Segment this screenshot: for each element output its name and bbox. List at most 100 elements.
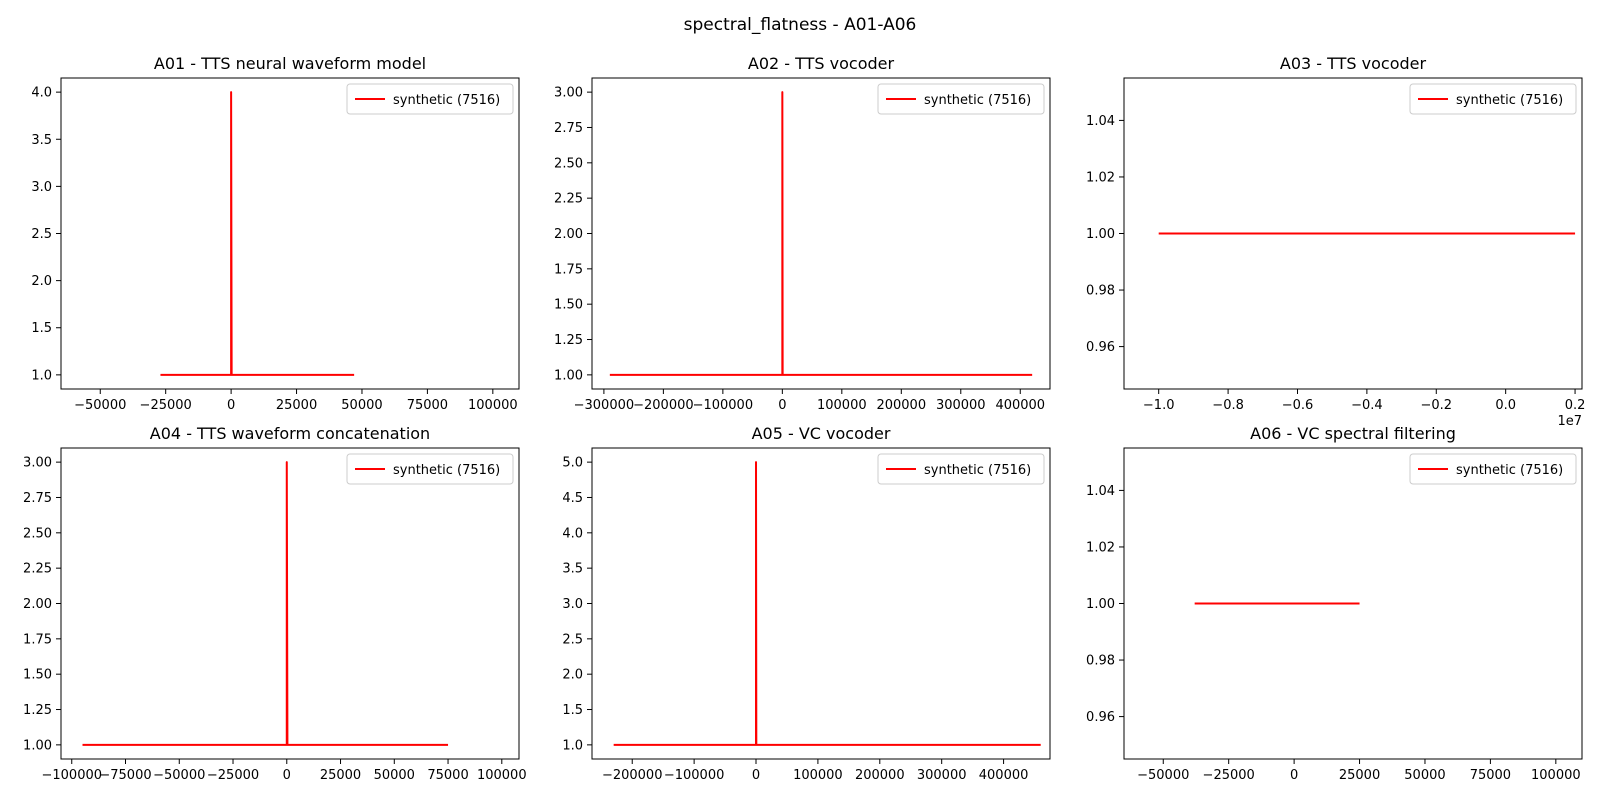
y-tick-label: 2.5 xyxy=(31,227,52,242)
x-tick-label: −1.0 xyxy=(1143,398,1175,413)
y-tick-label: 2.00 xyxy=(554,227,583,242)
x-tick-label: 200000 xyxy=(876,398,926,413)
legend-frame xyxy=(346,83,514,115)
subplot-4: A04 - TTS waveform concatenation−100000−… xyxy=(23,424,527,783)
y-tick-label: 2.5 xyxy=(562,632,583,647)
subplot-grid: A01 - TTS neural waveform model−50000 −25… xyxy=(23,54,1585,783)
y-tick-label: 3.0 xyxy=(562,597,583,612)
legend: synthetic (7516) xyxy=(877,453,1045,485)
subplot-title: A03 - TTS vocoder xyxy=(1280,54,1427,73)
y-tick-label: 0.96 xyxy=(1086,340,1115,355)
y-tick-label: 1.50 xyxy=(23,668,52,683)
x-tick-label: 200000 xyxy=(855,768,905,783)
y-tick-label: 2.75 xyxy=(554,121,583,136)
x-offset-label: 1e7 xyxy=(1557,414,1582,429)
series-line xyxy=(160,91,355,376)
legend: synthetic (7516) xyxy=(346,453,514,485)
y-tick-label: 0.96 xyxy=(1086,710,1115,725)
x-tick-label: −25000 xyxy=(140,398,192,413)
x-tick-label: 300000 xyxy=(936,398,986,413)
x-tick-label: −25000 xyxy=(1203,768,1255,783)
y-tick-label: 5.0 xyxy=(562,456,583,471)
subplot-1: A01 - TTS neural waveform model −50000 −25… xyxy=(31,54,520,413)
x-tick-label: 100000 xyxy=(793,768,843,783)
x-tick-label: 25000 xyxy=(320,768,361,783)
legend: synthetic (7516) xyxy=(1409,83,1577,115)
x-tick-label: −50000 xyxy=(74,398,126,413)
y-tick-label: 2.50 xyxy=(23,526,52,541)
x-tick-label: −50000 xyxy=(153,768,205,783)
x-tick-label: 300000 xyxy=(917,768,967,783)
x-tick-label: 25000 xyxy=(1339,768,1380,783)
x-tick-label: 75000 xyxy=(1470,768,1511,783)
y-tick-label: 3.5 xyxy=(562,562,583,577)
x-tick-label: −50000 xyxy=(1137,768,1189,783)
y-tick-label: 1.25 xyxy=(554,333,583,348)
x-tick-label: −25000 xyxy=(207,768,259,783)
y-tick-label: 1.04 xyxy=(1086,484,1115,499)
axes-frame xyxy=(60,77,520,390)
y-tick-label: 2.25 xyxy=(554,192,583,207)
x-tick-label: −0.2 xyxy=(1420,398,1452,413)
x-tick-label: 100000 xyxy=(477,768,527,783)
subplot-title: A05 - VC vocoder xyxy=(752,424,891,443)
x-tick-label: 400000 xyxy=(995,398,1045,413)
axes-frame xyxy=(1123,447,1583,760)
x-tick-label: 0 xyxy=(283,768,291,783)
legend-entry: synthetic (7516) xyxy=(924,463,1031,478)
x-tick-label: 400000 xyxy=(979,768,1029,783)
subplot-3: A03 - TTS vocoder −1.0 −0.8 −0.6 −0.4 −0.2 0.0… xyxy=(1086,54,1585,429)
axes-frame xyxy=(591,447,1051,760)
subplot-title: A04 - TTS waveform concatenation xyxy=(150,424,430,443)
y-tick-label: 1.75 xyxy=(554,262,583,277)
legend-frame xyxy=(877,83,1045,115)
y-tick-label: 3.5 xyxy=(31,133,52,148)
y-tick-label: 3.00 xyxy=(23,456,52,471)
legend-entry: synthetic (7516) xyxy=(393,93,500,108)
x-tick-label: 100000 xyxy=(817,398,867,413)
y-tick-label: 1.25 xyxy=(23,703,52,718)
x-tick-label: −200000 xyxy=(633,398,694,413)
subplot-title: A06 - VC spectral filtering xyxy=(1250,424,1456,443)
subplot-5: A05 - VC vocoder −200000 −100000 0 100000 200… xyxy=(562,424,1051,783)
y-tick-label: 4.0 xyxy=(31,86,52,101)
legend-frame xyxy=(346,453,514,485)
x-tick-label: 50000 xyxy=(341,398,382,413)
y-tick-label: 0.98 xyxy=(1086,654,1115,669)
y-tick-label: 1.00 xyxy=(1086,227,1115,242)
legend: synthetic (7516) xyxy=(346,83,514,115)
axes-frame xyxy=(60,447,520,760)
x-tick-label: −200000 xyxy=(602,768,663,783)
x-tick-label: 25000 xyxy=(276,398,317,413)
y-tick-label: 3.00 xyxy=(554,86,583,101)
x-tick-label: −100000 xyxy=(693,398,754,413)
figure-title: spectral_flatness - A01-A06 xyxy=(684,15,917,35)
y-tick-label: 2.0 xyxy=(562,668,583,683)
y-tick-label: 1.0 xyxy=(31,368,52,383)
x-tick-label: 100000 xyxy=(1531,768,1581,783)
x-tick-label: −100000 xyxy=(664,768,725,783)
x-tick-label: −0.8 xyxy=(1212,398,1244,413)
x-tick-label: −75000 xyxy=(99,768,151,783)
series-line xyxy=(609,91,1033,376)
x-tick-label: 50000 xyxy=(374,768,415,783)
y-tick-label: 2.00 xyxy=(23,597,52,612)
y-tick-label: 3.0 xyxy=(31,180,52,195)
series-line xyxy=(82,461,449,746)
x-tick-label: 0.2 xyxy=(1565,398,1586,413)
y-tick-label: 1.00 xyxy=(554,368,583,383)
x-tick-label: −0.6 xyxy=(1282,398,1314,413)
y-tick-label: 0.98 xyxy=(1086,284,1115,299)
axes-frame xyxy=(1123,77,1583,390)
x-tick-label: 0.0 xyxy=(1495,398,1516,413)
y-tick-label: 1.00 xyxy=(23,738,52,753)
legend-frame xyxy=(1409,83,1577,115)
legend-entry: synthetic (7516) xyxy=(924,93,1031,108)
series-line xyxy=(613,461,1041,746)
x-tick-label: −100000 xyxy=(41,768,102,783)
y-tick-label: 1.75 xyxy=(23,632,52,647)
y-tick-label: 1.02 xyxy=(1086,170,1115,185)
x-tick-label: 0 xyxy=(1290,768,1298,783)
legend-frame xyxy=(1409,453,1577,485)
y-tick-label: 4.0 xyxy=(562,526,583,541)
